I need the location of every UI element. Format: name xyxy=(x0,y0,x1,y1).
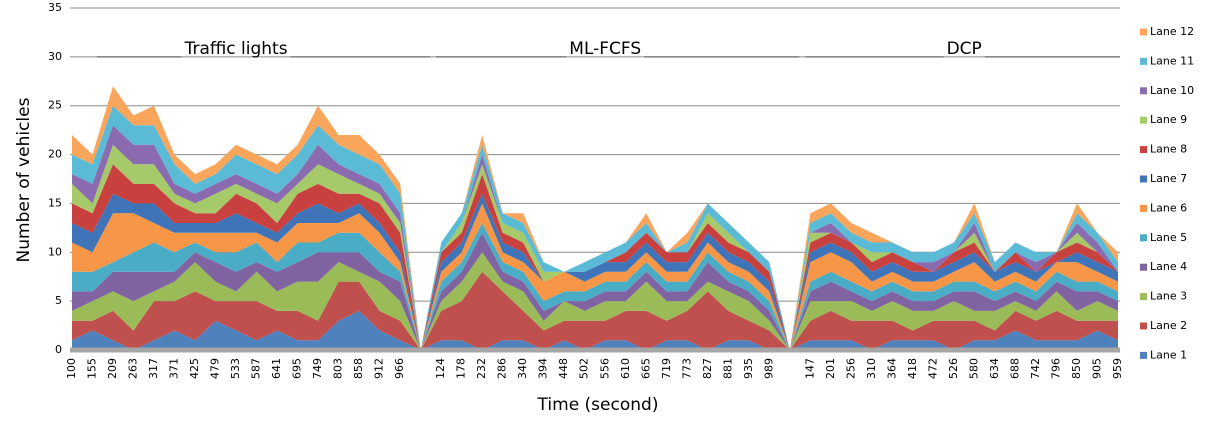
legend-swatch xyxy=(1140,116,1147,124)
y-tick-label: 30 xyxy=(48,50,62,63)
legend-label: Lane 11 xyxy=(1150,54,1194,67)
legend-swatch xyxy=(1140,57,1147,65)
x-tick-label: 773 xyxy=(680,358,693,379)
x-tick-label: 533 xyxy=(229,358,242,379)
annotation: Traffic lights xyxy=(184,39,288,59)
x-tick-label: 425 xyxy=(188,358,201,379)
x-tick-label: 634 xyxy=(988,358,1001,379)
x-tick-label: 178 xyxy=(455,358,468,379)
legend-label: Lane 3 xyxy=(1150,290,1187,303)
legend-label: Lane 5 xyxy=(1150,231,1187,244)
annotation: DCP xyxy=(947,39,982,59)
area xyxy=(72,193,1118,350)
x-tick-label: 610 xyxy=(619,358,632,379)
x-tick-label: 209 xyxy=(106,358,119,379)
x-tick-label: 155 xyxy=(86,358,99,379)
x-tick-label: 959 xyxy=(1111,358,1124,379)
legend-swatch xyxy=(1140,204,1147,212)
x-tick-label: 526 xyxy=(947,358,960,379)
x-tick-label: 749 xyxy=(311,358,324,379)
x-tick-label: 147 xyxy=(803,358,816,379)
x-tick-label: 448 xyxy=(557,358,570,379)
x-tick-label: 256 xyxy=(844,358,857,379)
x-tick-label: 905 xyxy=(1090,358,1103,379)
x-tick-label: 742 xyxy=(1029,358,1042,379)
x-tick-label: 232 xyxy=(475,358,488,379)
x-tick-label: 803 xyxy=(332,358,345,379)
area xyxy=(72,203,1118,350)
x-tick-label: 364 xyxy=(885,358,898,379)
x-tick-label: 418 xyxy=(906,358,919,379)
legend-swatch xyxy=(1140,87,1147,95)
legend-swatch xyxy=(1140,351,1147,359)
y-tick-label: 25 xyxy=(48,99,62,112)
legend-swatch xyxy=(1140,234,1147,242)
x-tick-label: 201 xyxy=(824,358,837,379)
y-tick-label: 15 xyxy=(48,196,62,209)
x-tick-label: 587 xyxy=(250,358,263,379)
x-tick-label: 641 xyxy=(270,358,283,379)
x-tick-label: 580 xyxy=(967,358,980,379)
area xyxy=(72,271,1118,350)
x-tick-label: 479 xyxy=(209,358,222,379)
legend-label: Lane 9 xyxy=(1150,113,1187,126)
x-tick-label: 124 xyxy=(434,358,447,379)
x-tick-label: 556 xyxy=(598,358,611,379)
x-tick-label: 966 xyxy=(393,358,406,379)
area xyxy=(72,232,1118,350)
x-axis-title: Time (second) xyxy=(537,395,659,415)
y-tick-label: 0 xyxy=(55,343,62,356)
legend-label: Lane 7 xyxy=(1150,172,1187,185)
x-tick-label: 850 xyxy=(1070,358,1083,379)
y-tick-label: 35 xyxy=(48,1,62,14)
legend-label: Lane 12 xyxy=(1150,25,1194,38)
x-tick-label: 263 xyxy=(127,358,140,379)
x-tick-label: 100 xyxy=(65,358,78,379)
area xyxy=(72,164,1118,350)
x-tick-label: 340 xyxy=(516,358,529,379)
x-tick-label: 502 xyxy=(578,358,591,379)
legend-label: Lane 2 xyxy=(1150,319,1187,332)
x-tick-label: 858 xyxy=(352,358,365,379)
x-tick-label: 912 xyxy=(373,358,386,379)
y-tick-label: 5 xyxy=(55,294,62,307)
x-tick-label: 317 xyxy=(147,358,160,379)
x-tick-label: 881 xyxy=(721,358,734,379)
x-tick-label: 989 xyxy=(762,358,775,379)
x-tick-label: 665 xyxy=(639,358,652,379)
legend-swatch xyxy=(1140,146,1147,154)
x-tick-label: 286 xyxy=(496,358,509,379)
x-tick-label: 310 xyxy=(865,358,878,379)
x-tick-label: 719 xyxy=(660,358,673,379)
x-tick-label: 796 xyxy=(1049,358,1062,379)
x-tick-label: 935 xyxy=(742,358,755,379)
legend-swatch xyxy=(1140,175,1147,183)
area xyxy=(72,252,1118,350)
legend-label: Lane 1 xyxy=(1150,348,1187,361)
legend-label: Lane 4 xyxy=(1150,260,1187,273)
legend-swatch xyxy=(1140,322,1147,330)
x-tick-label: 371 xyxy=(168,358,181,379)
legend-label: Lane 8 xyxy=(1150,143,1187,156)
legend-swatch xyxy=(1140,293,1147,301)
y-tick-label: 10 xyxy=(48,245,62,258)
y-axis-title: Number of vehicles xyxy=(14,97,34,262)
legend-swatch xyxy=(1140,28,1147,36)
x-tick-label: 688 xyxy=(1008,358,1021,379)
x-tick-label: 695 xyxy=(291,358,304,379)
x-tick-label: 472 xyxy=(926,358,939,379)
y-tick-label: 20 xyxy=(48,148,62,161)
legend-label: Lane 6 xyxy=(1150,201,1187,214)
x-tick-label: 827 xyxy=(701,358,714,379)
legend-swatch xyxy=(1140,263,1147,271)
annotation: ML-FCFS xyxy=(569,39,641,59)
x-tick-label: 394 xyxy=(537,358,550,379)
legend-label: Lane 10 xyxy=(1150,84,1194,97)
area xyxy=(72,310,1118,350)
